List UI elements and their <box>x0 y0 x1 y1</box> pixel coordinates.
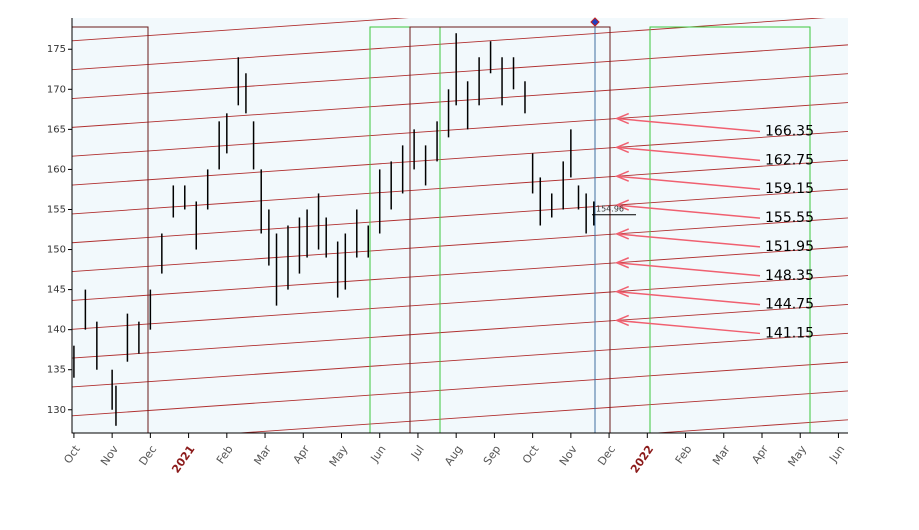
arrow-head <box>614 112 630 125</box>
annotation-label: 151.95 <box>765 239 814 255</box>
arrow-head <box>614 285 630 298</box>
annotation-arrow <box>616 117 761 133</box>
annotation-label: 162.75 <box>765 152 814 168</box>
y-tick-label: 145 <box>47 285 66 296</box>
arrow-head <box>614 170 630 182</box>
x-tick-label: Apr <box>291 443 313 466</box>
y-tick-label: 170 <box>47 84 66 95</box>
channel-line <box>72 0 848 12</box>
channel-line <box>72 188 848 244</box>
annotation-label: 155.55 <box>765 210 814 226</box>
x-tick-label: Dec <box>136 443 159 468</box>
annotation-label: 148.35 <box>765 268 814 284</box>
x-tick-label: 2022 <box>628 443 656 476</box>
y-tick-label: 140 <box>47 325 66 336</box>
arrow-head <box>614 314 630 327</box>
arrow-head <box>614 199 630 211</box>
annotation-arrow <box>616 146 761 162</box>
x-tick-label: Nov <box>557 443 580 468</box>
channel-line <box>72 246 848 301</box>
annotation-arrow <box>616 233 761 248</box>
arrow-head <box>614 141 630 154</box>
channel-line <box>72 477 848 530</box>
annotation-arrow <box>616 175 761 190</box>
x-tick-label: Aug <box>442 443 465 468</box>
annotation-arrow <box>616 290 761 306</box>
x-tick-label: Mar <box>710 443 733 468</box>
x-tick-label: Jun <box>826 443 847 465</box>
price-bars <box>73 33 595 426</box>
annotation-label: 141.15 <box>765 325 814 341</box>
y-tick-label: 165 <box>47 124 66 135</box>
annotation-label: 159.15 <box>765 181 814 197</box>
channel-line <box>72 18 409 42</box>
channel-line <box>72 102 848 157</box>
annotations: 166.35 162.75 159.15 155.55 151.95 148.35 144.… <box>592 112 814 341</box>
x-tick-label: Oct <box>520 442 542 466</box>
y-tick-label: 175 <box>47 44 66 55</box>
annotation-arrow <box>616 204 761 219</box>
arrow-head <box>614 228 630 240</box>
plot-background <box>72 18 848 433</box>
channel-line <box>72 159 848 215</box>
y-tick-label: 135 <box>47 365 66 376</box>
channel-line <box>650 419 848 433</box>
channel-line <box>72 73 848 128</box>
y-tick-label: 150 <box>47 245 66 256</box>
channel-line <box>72 217 848 273</box>
x-tick-label: Feb <box>673 443 695 466</box>
channel-line <box>72 44 848 99</box>
x-tick-label: 2021 <box>169 443 197 476</box>
channel-line <box>72 275 848 330</box>
channel-line <box>72 18 826 71</box>
channel-line <box>72 303 848 359</box>
channel-lines <box>72 0 848 530</box>
annotation-arrow <box>616 262 761 277</box>
channel-line <box>72 130 848 186</box>
annotation-arrow <box>616 319 761 335</box>
cursor-marker <box>590 17 600 27</box>
x-tick-label: Feb <box>214 443 236 466</box>
y-tick-label: 160 <box>47 164 66 175</box>
x-tick-label: Apr <box>749 443 771 466</box>
channel-line <box>233 390 848 433</box>
channel-line <box>72 361 848 417</box>
x-tick-label: Mar <box>251 443 274 468</box>
x-tick-label: Nov <box>98 443 121 468</box>
arrow-head <box>614 257 630 269</box>
y-tick-label: 130 <box>47 405 66 416</box>
last-price-label: 154.96 <box>596 204 624 213</box>
annotation-label: 144.75 <box>765 297 814 313</box>
x-tick-label: Oct <box>61 442 83 466</box>
x-tick-label: May <box>785 443 809 469</box>
x-tick-label: Jun <box>368 443 389 465</box>
channel-line <box>72 332 848 388</box>
x-tick-label: Sep <box>481 443 504 467</box>
annotation-label: 166.35 <box>765 124 814 140</box>
y-tick-label: 155 <box>47 204 66 215</box>
x-tick-label: May <box>327 443 351 469</box>
x-tick-label: Jul <box>408 443 427 462</box>
x-tick-label: Dec <box>595 443 618 468</box>
